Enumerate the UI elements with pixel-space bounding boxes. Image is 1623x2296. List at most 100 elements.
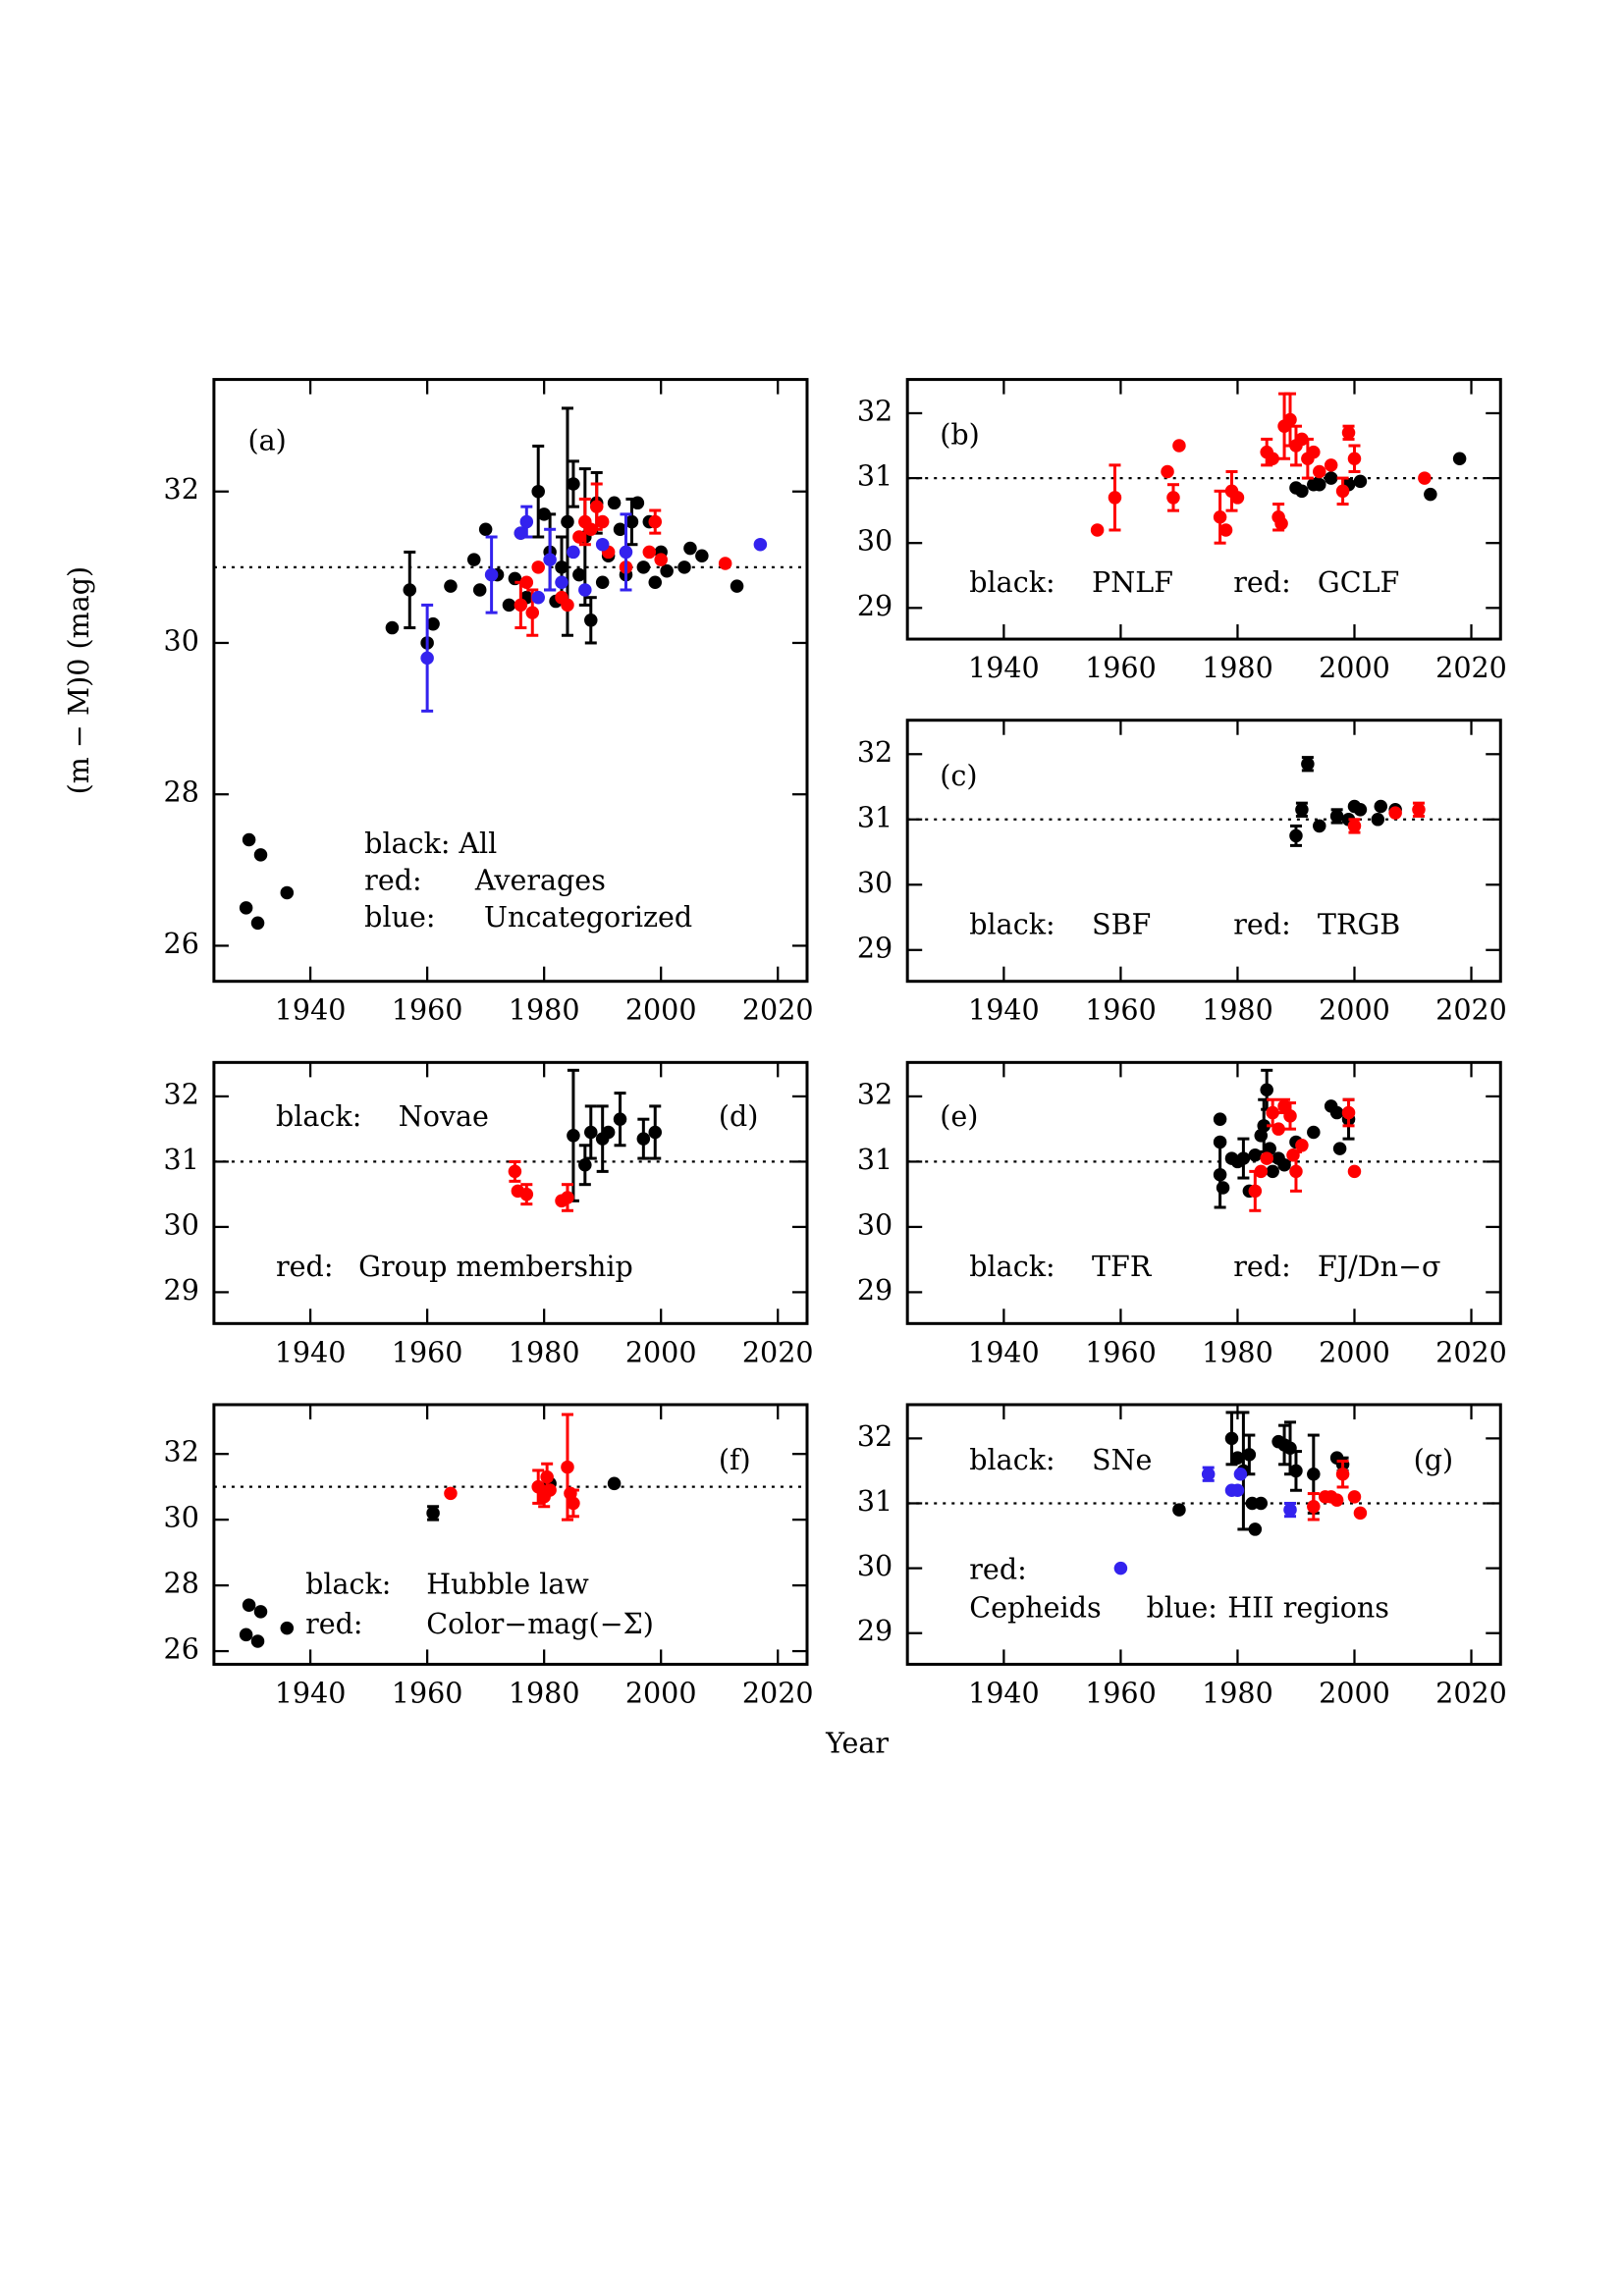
x-tick-label: 2020 xyxy=(1435,1335,1507,1368)
data-point xyxy=(1248,1184,1263,1199)
data-point xyxy=(1230,491,1245,505)
data-point xyxy=(1257,1119,1271,1133)
data-point xyxy=(595,537,610,552)
legend-key: black: xyxy=(969,1443,1055,1476)
data-point xyxy=(1307,445,1321,459)
y-tick-label: 29 xyxy=(857,1273,893,1307)
y-tick-label: 28 xyxy=(164,775,199,809)
data-point xyxy=(444,579,458,593)
y-tick-label: 32 xyxy=(164,1435,199,1468)
data-point xyxy=(1271,1122,1285,1136)
panel-label: (g) xyxy=(1414,1443,1454,1476)
data-point xyxy=(561,514,574,529)
x-tick-label: 1940 xyxy=(275,993,347,1027)
plot-frame xyxy=(905,378,1502,641)
data-point xyxy=(484,567,499,582)
legend-label: TRGB xyxy=(1318,908,1400,941)
data-point xyxy=(1295,484,1309,499)
data-point xyxy=(677,561,691,574)
data-point xyxy=(1347,452,1362,466)
y-tick-label: 31 xyxy=(857,1143,893,1176)
legend-key: red: xyxy=(969,1552,1026,1585)
data-point xyxy=(531,561,545,574)
legend-label: Hubble law xyxy=(426,1567,589,1600)
data-point xyxy=(242,832,256,847)
y-tick-label: 30 xyxy=(857,1207,893,1241)
x-tick-label: 2000 xyxy=(625,1335,697,1368)
legend-key: red: xyxy=(1233,1250,1290,1283)
data-point xyxy=(1307,1500,1321,1514)
data-point xyxy=(607,1476,622,1491)
data-point xyxy=(1289,1164,1303,1179)
legend-label: Uncategorized xyxy=(484,900,692,934)
data-point xyxy=(1230,1451,1245,1465)
data-point xyxy=(1353,803,1368,817)
legend-label: SBF xyxy=(1092,908,1151,941)
data-point xyxy=(472,583,487,597)
data-point xyxy=(525,606,540,619)
data-point xyxy=(730,579,744,593)
data-point xyxy=(1260,1151,1273,1165)
panel-label: (b) xyxy=(940,418,980,452)
x-tick-label: 1980 xyxy=(1202,993,1273,1027)
data-point xyxy=(1313,464,1326,479)
data-point xyxy=(595,575,610,590)
data-point xyxy=(253,1605,268,1619)
legend-key: blue: xyxy=(1147,1590,1217,1624)
data-point xyxy=(1307,1125,1321,1140)
data-point xyxy=(1213,509,1227,524)
data-point xyxy=(636,561,651,574)
legend-key: black: xyxy=(364,827,450,860)
data-point xyxy=(1313,819,1326,833)
data-point xyxy=(572,567,586,582)
legend-key: black: xyxy=(969,565,1055,599)
data-point xyxy=(1161,464,1174,479)
data-point xyxy=(695,549,709,563)
data-point xyxy=(567,545,580,560)
data-point xyxy=(1266,1164,1279,1179)
data-point xyxy=(1374,799,1388,814)
legend-key: black: xyxy=(969,1250,1055,1283)
data-point xyxy=(1213,1112,1227,1126)
x-tick-label: 1960 xyxy=(1085,993,1157,1027)
x-tick-label: 1980 xyxy=(1202,1335,1273,1368)
data-point xyxy=(607,496,622,510)
data-point xyxy=(624,514,639,529)
y-tick-label: 32 xyxy=(857,394,893,427)
legend-label: All xyxy=(458,827,497,860)
legend-label: Averages xyxy=(474,864,606,897)
data-point xyxy=(572,530,586,544)
data-point xyxy=(250,916,265,931)
data-point xyxy=(519,514,534,529)
plot-frame xyxy=(212,378,809,984)
data-point xyxy=(660,563,674,578)
x-tick-label: 2000 xyxy=(1319,1677,1390,1710)
x-tick-label: 1940 xyxy=(275,1677,347,1710)
y-tick-label: 31 xyxy=(164,1143,199,1176)
x-tick-label: 2000 xyxy=(625,993,697,1027)
x-tick-label: 2020 xyxy=(1435,651,1507,684)
data-point xyxy=(540,1469,554,1484)
data-point xyxy=(613,1112,627,1126)
data-point xyxy=(578,583,592,597)
x-tick-label: 2000 xyxy=(1319,993,1390,1027)
data-point xyxy=(1412,803,1426,817)
data-point xyxy=(683,541,697,556)
panel-label: (c) xyxy=(940,759,977,792)
panel-label: (d) xyxy=(719,1099,759,1133)
data-point xyxy=(1353,474,1368,489)
legend-label: FJ/Dn−σ xyxy=(1318,1250,1441,1283)
data-point xyxy=(1353,1506,1368,1521)
data-point xyxy=(242,1598,256,1612)
data-point xyxy=(601,1125,616,1140)
data-point xyxy=(648,575,663,590)
y-tick-label: 29 xyxy=(857,589,893,622)
x-tick-label: 2020 xyxy=(742,1677,814,1710)
y-tick-label: 32 xyxy=(857,1077,893,1110)
legend-key: red: xyxy=(364,864,421,897)
legend-label: Color−mag(−Σ) xyxy=(426,1607,654,1640)
data-point xyxy=(1254,1496,1269,1511)
data-point xyxy=(502,598,516,613)
data-point xyxy=(1274,516,1288,531)
data-point xyxy=(1329,1105,1344,1120)
